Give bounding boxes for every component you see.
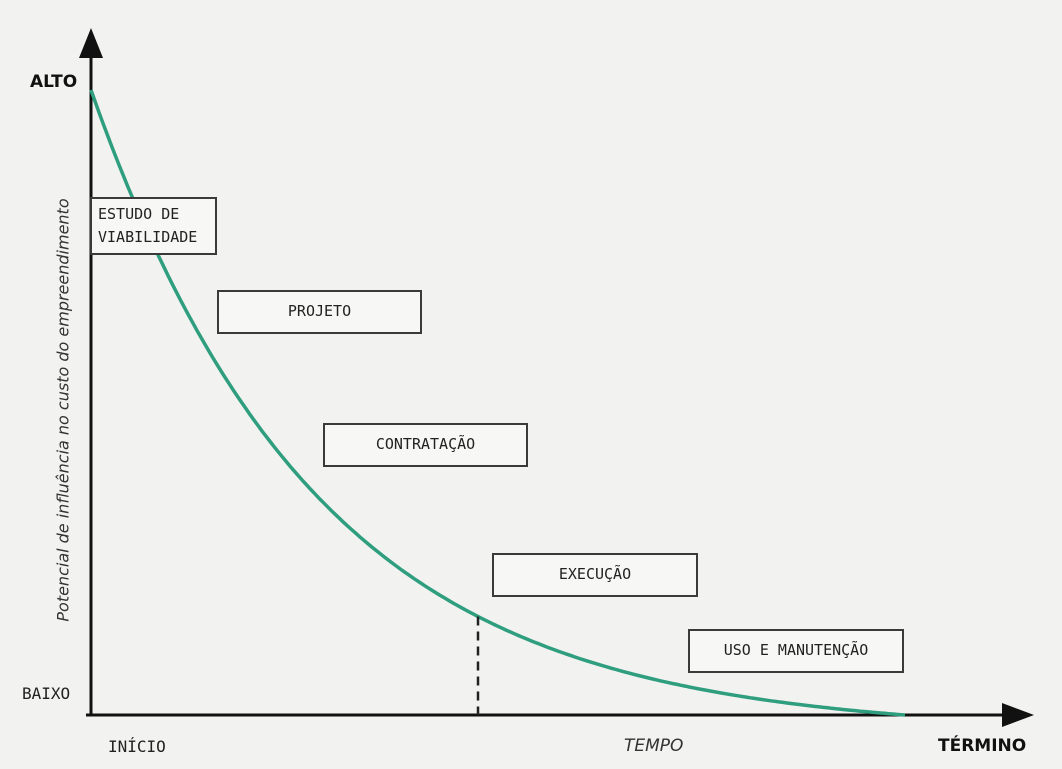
phase-box-projeto: PROJETO: [217, 290, 422, 334]
phase-box-estudo-viabilidade: ESTUDO DE VIABILIDADE: [90, 197, 217, 255]
x-axis-arrow-icon: [1002, 703, 1034, 727]
phase-box-contratacao: CONTRATAÇÃO: [323, 423, 528, 467]
phase-box-execucao: EXECUÇÃO: [492, 553, 698, 597]
x-axis-start-label: INÍCIO: [108, 737, 166, 756]
y-axis-top-label: ALTO: [30, 72, 78, 92]
y-axis-bottom-label: BAIXO: [22, 684, 71, 703]
y-axis-label: Potencial de influência no custo do empr…: [53, 198, 73, 622]
phase-box-uso-manutencao: USO E MANUTENÇÃO: [688, 629, 904, 673]
decay-curve: [89, 89, 906, 717]
x-axis-middle-label: TEMPO: [624, 736, 684, 756]
y-axis-arrow-icon: [79, 28, 103, 58]
x-axis-end-label: TÉRMINO: [938, 736, 1027, 756]
